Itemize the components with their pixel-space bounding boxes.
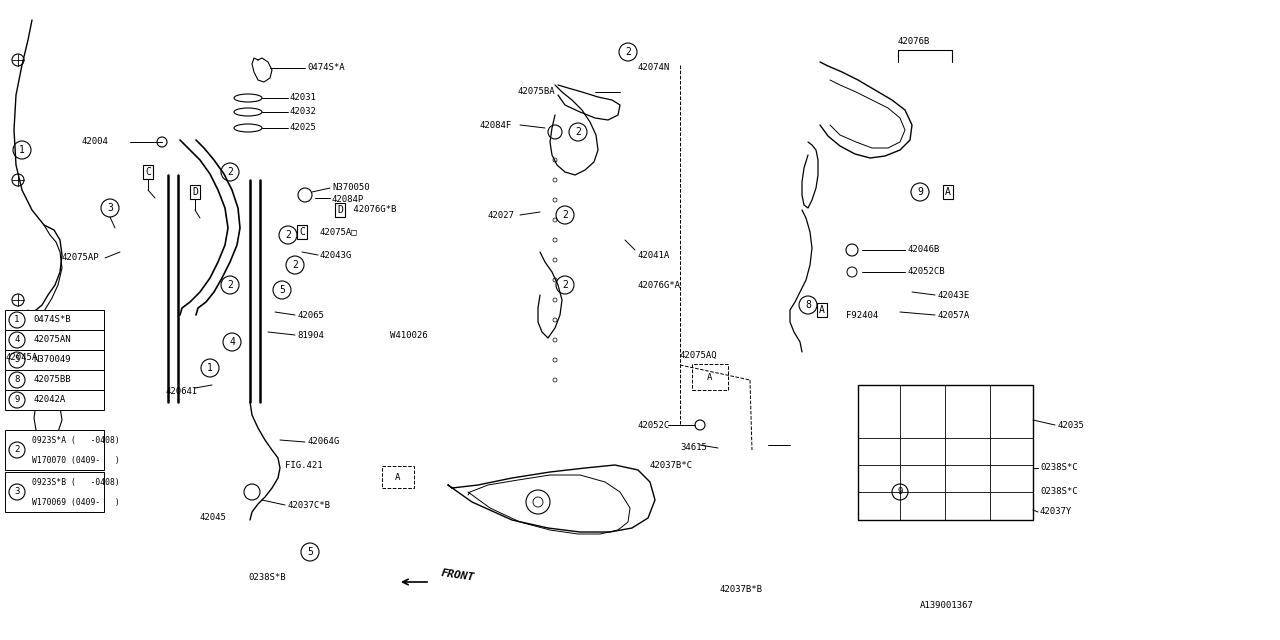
Text: 5: 5 [279, 285, 285, 295]
Text: 42037B*C: 42037B*C [650, 461, 692, 470]
Text: 42057A: 42057A [937, 310, 969, 319]
Text: 3: 3 [108, 203, 113, 213]
Text: A: A [396, 472, 401, 481]
Text: W410026: W410026 [390, 330, 428, 339]
Text: A: A [819, 305, 824, 315]
Text: F92404: F92404 [846, 310, 878, 319]
Text: 42075BB: 42075BB [33, 376, 70, 385]
Text: 0923S*B (   -0408): 0923S*B ( -0408) [32, 477, 120, 486]
Text: 42075AQ: 42075AQ [680, 351, 718, 360]
Text: FIG.421: FIG.421 [285, 461, 323, 470]
Text: 42046B: 42046B [908, 246, 940, 255]
Bar [5, 390, 104, 410]
Text: 42084F: 42084F [480, 120, 512, 129]
Text: 42032: 42032 [291, 108, 317, 116]
Text: 2: 2 [575, 127, 581, 137]
Text: 42041A: 42041A [637, 250, 671, 259]
Text: 42031: 42031 [291, 93, 317, 102]
Text: 42035: 42035 [1057, 420, 1084, 429]
Text: 0238S*B: 0238S*B [248, 573, 285, 582]
Text: 5: 5 [14, 355, 19, 365]
Text: 42025: 42025 [291, 124, 317, 132]
Text: 1: 1 [14, 316, 19, 324]
Text: 9: 9 [897, 488, 902, 497]
Text: 42074N: 42074N [637, 63, 671, 72]
Text: FRONT: FRONT [440, 568, 475, 582]
Text: 81904: 81904 [297, 330, 324, 339]
Text: 2: 2 [292, 260, 298, 270]
Text: 42027: 42027 [488, 211, 515, 220]
Text: 42045A: 42045A [5, 353, 37, 362]
Text: 2: 2 [625, 47, 631, 57]
Text: 4: 4 [229, 337, 236, 347]
Text: N370049: N370049 [33, 355, 70, 365]
Text: 42052CB: 42052CB [908, 268, 945, 276]
Text: 42004: 42004 [82, 138, 109, 147]
Bar [5, 310, 104, 330]
Text: A139001367: A139001367 [920, 600, 974, 609]
Text: 42037Y: 42037Y [1039, 508, 1073, 516]
Text: 0238S*C: 0238S*C [1039, 463, 1078, 472]
Text: 1: 1 [19, 145, 24, 155]
Bar [5, 350, 104, 370]
Text: A: A [945, 187, 951, 197]
Text: 42052C: 42052C [637, 420, 671, 429]
Text: 42075A□: 42075A□ [320, 227, 357, 237]
Text: 42045: 42045 [200, 513, 227, 522]
Text: 8: 8 [805, 300, 812, 310]
Text: D: D [192, 187, 198, 197]
Text: 0923S*A (   -0408): 0923S*A ( -0408) [32, 435, 120, 445]
Text: 4: 4 [14, 335, 19, 344]
Text: 9: 9 [14, 396, 19, 404]
Text: 2: 2 [562, 280, 568, 290]
Text: C: C [145, 167, 151, 177]
Text: 42043E: 42043E [937, 291, 969, 300]
Text: 1: 1 [207, 363, 212, 373]
Text: W170070 (0409-   ): W170070 (0409- ) [32, 456, 120, 465]
Text: 42076G*A: 42076G*A [637, 280, 681, 289]
Text: 2: 2 [285, 230, 291, 240]
Bar [5, 370, 104, 390]
Text: 42075AP: 42075AP [61, 253, 100, 262]
Bar [5, 472, 104, 512]
Bar [5, 330, 104, 350]
Text: 2: 2 [227, 280, 233, 290]
Text: 9: 9 [916, 187, 923, 197]
Text: 0474S*A: 0474S*A [307, 63, 344, 72]
Bar [858, 385, 1033, 520]
Text: 42037B*B: 42037B*B [719, 586, 763, 595]
Text: 3: 3 [14, 488, 19, 497]
Text: N370050: N370050 [332, 184, 370, 193]
Text: 42064G: 42064G [307, 438, 339, 447]
Text: 34615: 34615 [680, 444, 707, 452]
Text: 42064I: 42064I [165, 387, 197, 397]
Text: 42075AN: 42075AN [33, 335, 70, 344]
Text: 0474S*B: 0474S*B [33, 316, 70, 324]
Text: 2: 2 [14, 445, 19, 454]
Text: 42037C*B: 42037C*B [287, 500, 330, 509]
Text: 42042A: 42042A [33, 396, 65, 404]
Text: 2: 2 [227, 167, 233, 177]
Text: C: C [300, 227, 305, 237]
Text: 5: 5 [307, 547, 312, 557]
Text: 0238S*C: 0238S*C [1039, 488, 1078, 497]
Text: W170069 (0409-   ): W170069 (0409- ) [32, 497, 120, 506]
Text: 42076B: 42076B [899, 38, 931, 47]
Text: D: D [337, 205, 343, 215]
Text: 42075BA: 42075BA [518, 88, 556, 97]
Text: A: A [708, 372, 713, 381]
Text: 42065: 42065 [297, 310, 324, 319]
Text: 42076G*B: 42076G*B [348, 205, 397, 214]
Text: 42043G: 42043G [320, 250, 352, 259]
Text: 42084P: 42084P [332, 195, 365, 205]
Bar [5, 430, 104, 470]
Text: 8: 8 [14, 376, 19, 385]
Text: 2: 2 [562, 210, 568, 220]
